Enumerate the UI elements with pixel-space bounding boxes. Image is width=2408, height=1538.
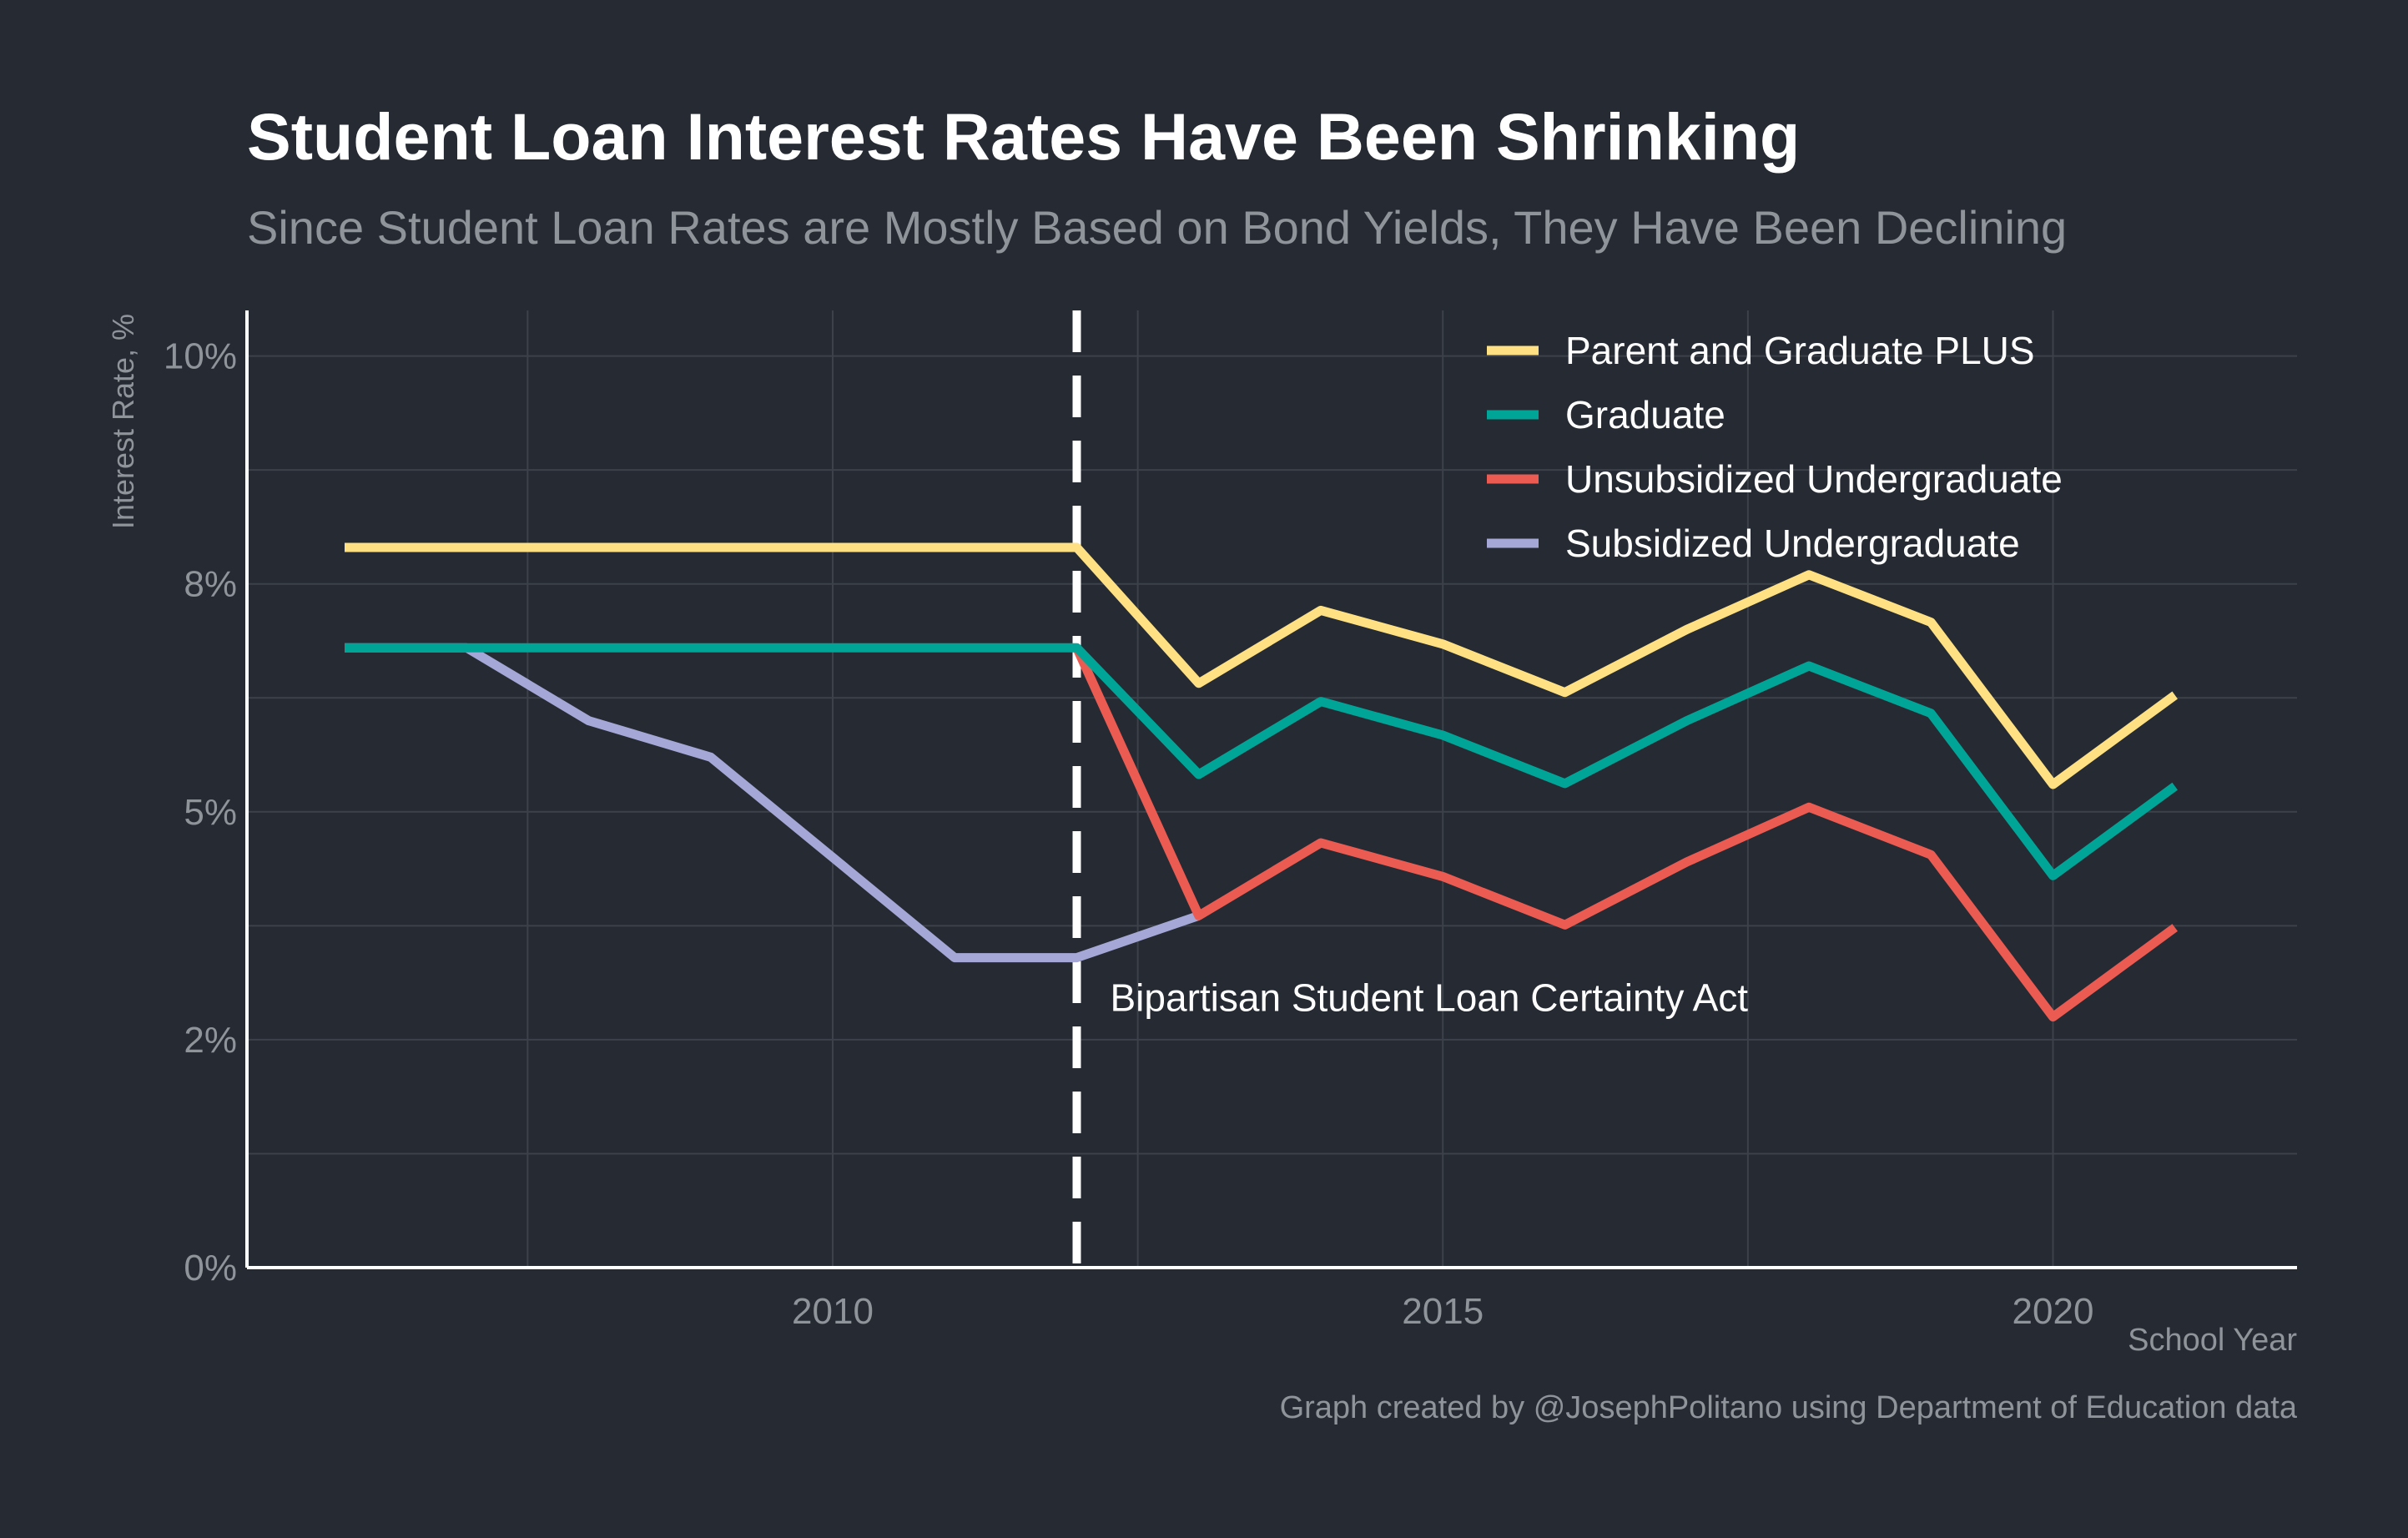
chart-subtitle: Since Student Loan Rates are Mostly Base… bbox=[247, 201, 2068, 254]
legend-label: Graduate bbox=[1565, 393, 1725, 436]
legend-label: Subsidized Undergraduate bbox=[1565, 522, 2020, 565]
y-tick-label: 2% bbox=[184, 1020, 237, 1061]
y-tick-label: 0% bbox=[184, 1248, 237, 1288]
series-line-graduate bbox=[345, 643, 2178, 880]
axis-layer: 0% 2% 5% 8% 10% 2010 2015 2020 bbox=[164, 310, 2297, 1332]
y-tick-label: 10% bbox=[164, 336, 237, 377]
chart-title: Student Loan Interest Rates Have Been Sh… bbox=[247, 99, 1801, 174]
legend-label: Unsubsidized Undergraduate bbox=[1565, 457, 2063, 501]
annotation-label: Bipartisan Student Loan Certainty Act bbox=[1111, 976, 1749, 1020]
legend-label: Parent and Graduate PLUS bbox=[1565, 329, 2035, 372]
annotation-layer: Bipartisan Student Loan Certainty Act bbox=[1072, 310, 1749, 1268]
y-tick-label: 5% bbox=[184, 792, 237, 833]
x-tick-label: 2010 bbox=[792, 1291, 874, 1332]
x-tick-label: 2015 bbox=[1402, 1291, 1484, 1332]
y-axis-label: Interest Rate, % bbox=[106, 314, 140, 529]
source-caption: Graph created by @JosephPolitano using D… bbox=[1279, 1390, 2297, 1425]
series-layer bbox=[345, 542, 2178, 1022]
series-line-parent-and-graduate-plus bbox=[345, 542, 2178, 789]
x-tick-label: 2020 bbox=[2013, 1291, 2094, 1332]
series-line-subsidized-undergraduate bbox=[345, 643, 1201, 963]
y-tick-label: 8% bbox=[184, 564, 237, 605]
x-axis-label: School Year bbox=[2128, 1323, 2297, 1358]
series-line-unsubsidized-undergraduate bbox=[1072, 645, 2178, 1022]
legend: Parent and Graduate PLUS Graduate Unsubsid… bbox=[1487, 329, 2063, 565]
